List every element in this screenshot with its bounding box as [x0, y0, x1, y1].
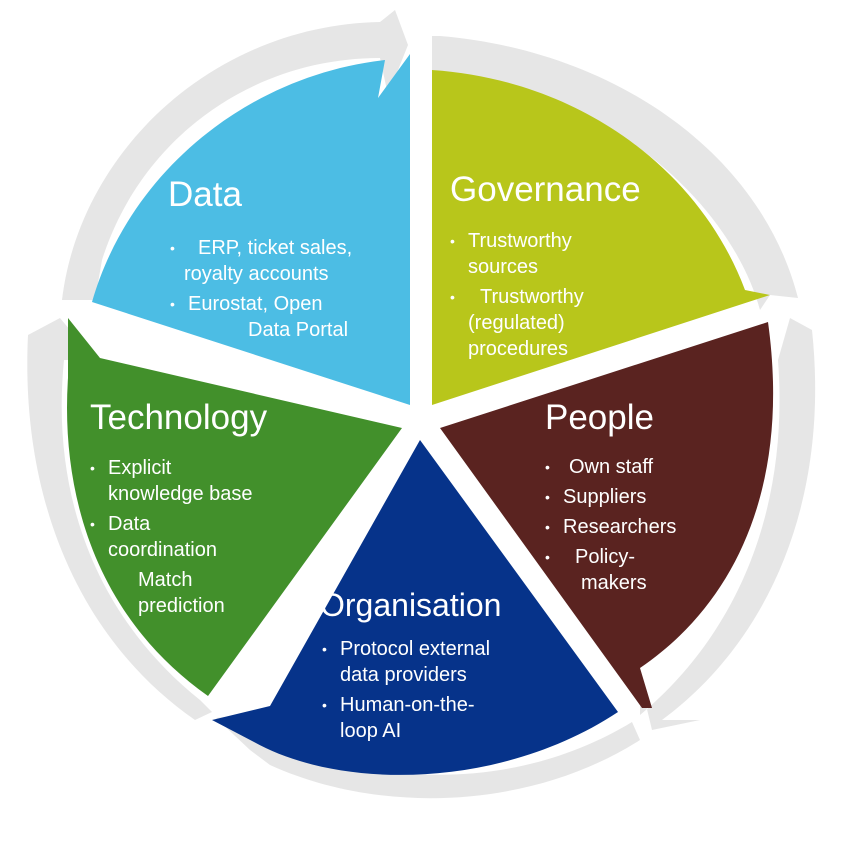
governance-bullet-line: Trustworthy: [480, 286, 584, 308]
technology-bullet-line: Data: [108, 513, 151, 535]
data-bullet-line: royalty accounts: [184, 263, 329, 285]
technology-bullet-line: coordination: [108, 539, 217, 561]
organisation-bullet-line: data providers: [340, 664, 467, 686]
data-bullet-line: Eurostat, Open: [188, 293, 323, 315]
people-block: People: [545, 398, 654, 438]
segment-organisation: [212, 440, 618, 775]
data-bullet-line: ERP, ticket sales,: [198, 237, 353, 259]
governance-title: Governance: [450, 170, 641, 209]
people-bullet: Own staff: [545, 454, 676, 480]
governance-bullet: Trustworthy (regulated) procedures: [450, 284, 584, 362]
technology-bullet: Data coordination: [90, 511, 253, 563]
data-bullets: ERP, ticket sales, royalty accounts Euro…: [170, 235, 352, 343]
data-bullet-line: Data Portal: [248, 319, 349, 341]
people-bullet: Policy- makers: [545, 544, 676, 596]
technology-bullet: Match prediction: [90, 567, 253, 619]
technology-bullet-line: knowledge base: [108, 483, 253, 505]
people-bullets: Own staff Suppliers Researchers Policy- …: [545, 454, 676, 596]
people-bullet: Suppliers: [545, 484, 676, 510]
organisation-bullet-line: loop AI: [340, 720, 402, 742]
organisation-bullet: Protocol external data providers: [322, 636, 490, 688]
data-title: Data: [168, 175, 242, 214]
organisation-block: Organisation: [320, 585, 501, 625]
segment-data: [92, 54, 410, 405]
technology-bullet-line: prediction: [138, 595, 225, 617]
organisation-bullets: Protocol external data providers Human-o…: [322, 636, 490, 744]
people-bullet: Researchers: [545, 514, 676, 540]
ring-arc-right: [432, 36, 798, 310]
segment-technology: [67, 318, 402, 696]
technology-block: Technology: [90, 398, 267, 438]
governance-bullets: Trustworthy sources Trustworthy (regulat…: [450, 228, 584, 362]
data-bullet: ERP, ticket sales, royalty accounts: [170, 235, 352, 287]
organisation-bullet: Human-on-the- loop AI: [322, 692, 490, 744]
ring-arc-top: [62, 10, 408, 300]
governance-block: Governance: [450, 170, 641, 210]
people-bullet-line: Researchers: [563, 516, 677, 538]
cycle-arrow-ring: [27, 10, 816, 799]
ring-arc-left: [27, 318, 212, 720]
governance-bullet-line: procedures: [468, 338, 569, 360]
technology-title: Technology: [90, 398, 268, 437]
governance-bullet-line: Trustworthy: [468, 230, 572, 252]
people-bullet-line: Policy-: [575, 546, 636, 568]
organisation-bullet-line: Human-on-the-: [340, 694, 475, 716]
governance-bullet: Trustworthy sources: [450, 228, 584, 280]
organisation-title: Organisation: [320, 587, 502, 623]
technology-bullet: Explicit knowledge base: [90, 455, 253, 507]
ring-arc-lower-right: [640, 318, 816, 730]
people-bullet-line: Own staff: [569, 456, 654, 478]
governance-bullet-line: (regulated): [468, 312, 565, 334]
people-bullet-line: Suppliers: [563, 486, 647, 508]
data-block: Data: [168, 175, 242, 215]
people-title: People: [545, 398, 654, 437]
data-bullet: Eurostat, Open Data Portal: [170, 291, 352, 343]
governance-bullet-line: sources: [468, 256, 539, 278]
technology-bullet-line: Explicit: [108, 457, 172, 479]
technology-bullets: Explicit knowledge base Data coordinatio…: [90, 455, 253, 619]
technology-bullet-line: Match: [138, 569, 193, 591]
organisation-bullet-line: Protocol external: [340, 638, 491, 660]
people-bullet-line: makers: [581, 572, 647, 594]
ring-arc-bottom: [216, 712, 640, 799]
